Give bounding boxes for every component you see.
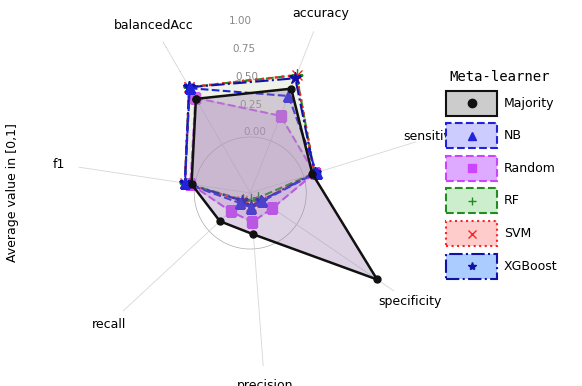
- FancyBboxPatch shape: [446, 254, 497, 279]
- FancyBboxPatch shape: [446, 156, 497, 181]
- FancyBboxPatch shape: [446, 123, 497, 148]
- Polygon shape: [190, 98, 314, 222]
- FancyBboxPatch shape: [446, 221, 497, 246]
- Text: NB: NB: [504, 129, 522, 142]
- Polygon shape: [191, 89, 377, 279]
- Text: Average value in [0,1]: Average value in [0,1]: [6, 124, 19, 262]
- Text: RF: RF: [504, 195, 520, 207]
- Polygon shape: [185, 75, 314, 200]
- FancyBboxPatch shape: [446, 188, 497, 213]
- Text: SVM: SVM: [504, 227, 531, 240]
- Text: Meta-learner: Meta-learner: [449, 70, 549, 85]
- Text: Majority: Majority: [504, 96, 555, 110]
- Text: XGBoost: XGBoost: [504, 260, 558, 273]
- Polygon shape: [185, 75, 314, 207]
- FancyBboxPatch shape: [446, 90, 497, 115]
- Text: Random: Random: [504, 162, 556, 175]
